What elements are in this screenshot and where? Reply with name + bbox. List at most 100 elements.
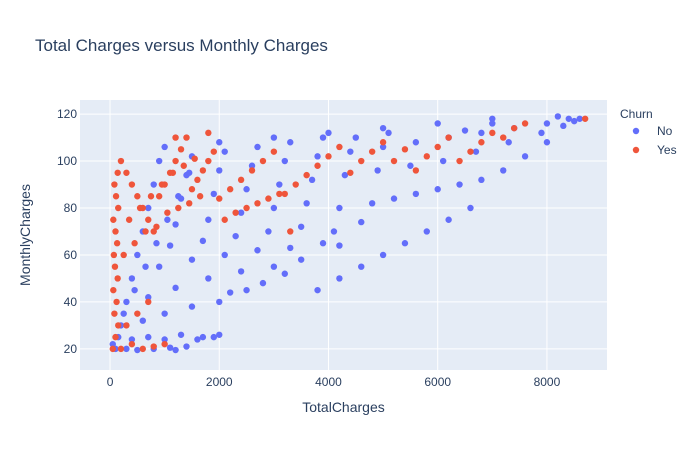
point-no <box>109 340 116 348</box>
legend-marker <box>632 146 640 154</box>
point-yes <box>150 228 157 235</box>
point-yes <box>112 333 119 341</box>
legend-item-yes[interactable]: Yes <box>632 143 677 157</box>
point-no <box>172 284 179 292</box>
point-no <box>379 251 387 259</box>
point-no <box>576 115 583 122</box>
point-yes <box>292 181 299 188</box>
y-tick-label: 120 <box>57 107 77 121</box>
point-yes <box>145 216 152 223</box>
point-no <box>412 190 420 198</box>
point-yes <box>123 169 130 176</box>
point-no <box>560 122 567 130</box>
point-no <box>172 346 179 354</box>
point-yes <box>175 204 182 212</box>
point-no <box>554 113 562 120</box>
point-no <box>155 263 163 270</box>
x-axis-title: TotalCharges <box>302 399 385 415</box>
point-yes <box>379 139 387 146</box>
point-yes <box>139 345 147 353</box>
data-points <box>109 113 589 354</box>
point-yes <box>423 153 430 160</box>
point-no <box>205 275 212 282</box>
point-no <box>276 181 283 188</box>
point-yes <box>128 340 136 348</box>
point-yes <box>248 167 256 174</box>
point-no <box>142 263 149 270</box>
point-no <box>500 167 507 174</box>
point-yes <box>117 157 125 165</box>
point-no <box>188 303 196 310</box>
point-yes <box>112 228 119 235</box>
point-no <box>347 148 354 155</box>
point-no <box>407 162 414 169</box>
point-yes <box>155 193 163 200</box>
point-no <box>281 270 288 277</box>
point-yes <box>164 209 171 216</box>
point-yes <box>113 240 121 247</box>
point-no <box>150 181 157 188</box>
y-tick-label: 40 <box>64 295 78 309</box>
point-no <box>270 204 278 212</box>
point-no <box>161 310 168 317</box>
point-no <box>439 157 447 165</box>
point-yes <box>117 345 125 353</box>
point-no <box>237 268 245 275</box>
point-no <box>456 181 463 188</box>
point-yes <box>110 216 117 223</box>
point-yes <box>125 216 133 223</box>
point-no <box>145 204 152 212</box>
point-yes <box>270 148 278 155</box>
point-yes <box>401 146 409 153</box>
point-yes <box>325 153 332 160</box>
point-no <box>145 294 152 301</box>
legend-marker <box>632 127 640 135</box>
point-no <box>303 200 310 207</box>
point-yes <box>196 193 204 200</box>
legend-item-no[interactable]: No <box>632 124 673 138</box>
point-no <box>166 242 174 249</box>
point-yes <box>259 157 267 165</box>
series-yes <box>109 115 589 353</box>
point-yes <box>467 148 474 155</box>
y-axis-ticks: 20 40 60 80 100 120 <box>57 107 77 356</box>
point-no <box>434 120 441 127</box>
point-no <box>123 345 130 353</box>
point-no <box>319 240 327 247</box>
legend: Churn No Yes <box>620 107 677 157</box>
point-no <box>543 120 551 127</box>
point-no <box>183 343 190 350</box>
point-no <box>281 157 288 165</box>
point-yes <box>110 251 118 259</box>
point-no <box>194 336 201 343</box>
y-tick-label: 20 <box>64 342 78 356</box>
point-no <box>210 333 217 341</box>
point-no <box>379 124 387 132</box>
point-yes <box>115 322 122 329</box>
point-yes <box>172 134 179 141</box>
point-no <box>139 317 147 324</box>
point-no <box>379 143 387 151</box>
point-yes <box>303 171 310 179</box>
point-no <box>308 176 316 184</box>
point-no <box>445 216 452 223</box>
point-yes <box>169 169 177 176</box>
point-yes <box>434 143 441 151</box>
point-no <box>243 286 250 294</box>
point-no <box>164 216 171 223</box>
point-yes <box>281 190 288 198</box>
series-no <box>109 113 583 354</box>
legend-title: Churn <box>620 107 653 121</box>
point-yes <box>191 155 198 162</box>
point-no <box>489 120 496 127</box>
point-no <box>467 204 474 212</box>
point-no <box>325 129 332 137</box>
point-no <box>319 134 327 141</box>
point-yes <box>123 322 130 329</box>
point-no <box>248 162 256 169</box>
point-no <box>297 256 305 263</box>
point-no <box>401 240 409 247</box>
point-yes <box>112 193 120 200</box>
point-yes <box>150 343 157 350</box>
point-no <box>216 139 223 146</box>
